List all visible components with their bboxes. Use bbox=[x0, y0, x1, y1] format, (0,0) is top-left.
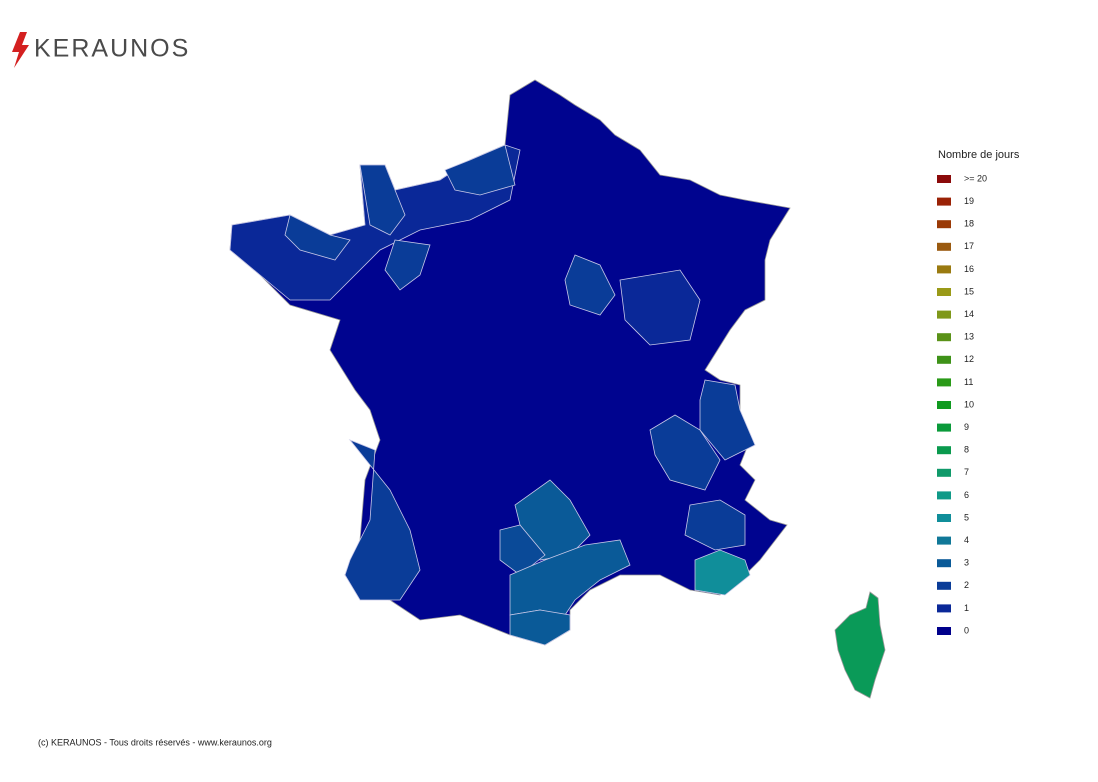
region bbox=[284, 214, 351, 261]
legend-title: Nombre de jours bbox=[938, 149, 1020, 161]
legend-label: 5 bbox=[964, 512, 969, 522]
legend-swatch bbox=[937, 197, 951, 206]
legend-swatch bbox=[937, 310, 951, 319]
legend-label: 4 bbox=[964, 535, 969, 545]
legend-swatch bbox=[937, 514, 951, 522]
region bbox=[684, 499, 746, 551]
legend-swatch bbox=[937, 604, 951, 613]
legend-swatch bbox=[937, 175, 951, 183]
legend-swatch bbox=[937, 627, 951, 635]
legend-label: 7 bbox=[964, 467, 969, 477]
legend-label: 15 bbox=[964, 286, 974, 296]
legend-label: >= 20 bbox=[964, 173, 987, 183]
logo-bolt bbox=[12, 32, 29, 68]
legend: Nombre de jours >= 201918171615141312111… bbox=[937, 149, 1020, 635]
legend-label: 0 bbox=[964, 625, 969, 635]
legend-label: 16 bbox=[964, 264, 974, 274]
legend-swatch bbox=[937, 242, 951, 251]
legend-label: 1 bbox=[964, 603, 969, 613]
logo: KERAUNOS bbox=[12, 32, 190, 68]
region bbox=[444, 144, 516, 196]
legend-swatch bbox=[937, 468, 951, 477]
legend-label: 19 bbox=[964, 196, 974, 206]
legend-label: 6 bbox=[964, 490, 969, 500]
corsica bbox=[834, 591, 886, 699]
legend-swatch bbox=[937, 288, 951, 296]
legend-swatch bbox=[937, 401, 951, 409]
region bbox=[564, 254, 616, 316]
region bbox=[384, 239, 431, 291]
region bbox=[619, 269, 701, 346]
region bbox=[649, 414, 721, 491]
region bbox=[699, 379, 756, 461]
legend-swatch bbox=[937, 423, 951, 432]
legend-label: 17 bbox=[964, 241, 974, 251]
legend-swatch bbox=[937, 559, 951, 568]
legend-label: 2 bbox=[964, 580, 969, 590]
france-map bbox=[229, 79, 886, 699]
legend-label: 11 bbox=[964, 377, 973, 387]
legend-label: 10 bbox=[964, 399, 974, 409]
legend-label: 8 bbox=[964, 445, 969, 455]
legend-swatch bbox=[937, 355, 951, 364]
legend-swatch bbox=[937, 491, 951, 500]
region bbox=[694, 549, 751, 596]
legend-label: 12 bbox=[964, 354, 974, 364]
legend-label: 9 bbox=[964, 422, 969, 432]
legend-label: 3 bbox=[964, 558, 969, 568]
legend-swatch bbox=[937, 378, 951, 387]
footer-copyright: (c) KERAUNOS - Tous droits réservés - ww… bbox=[38, 737, 272, 747]
legend-swatch bbox=[937, 220, 951, 229]
legend-label: 18 bbox=[964, 219, 974, 229]
legend-swatch bbox=[937, 536, 951, 545]
legend-swatch bbox=[937, 333, 951, 342]
legend-swatch bbox=[937, 265, 951, 274]
region bbox=[359, 164, 406, 236]
legend-label: 13 bbox=[964, 332, 974, 342]
legend-label: 14 bbox=[964, 309, 974, 319]
region bbox=[344, 439, 421, 601]
legend-swatch bbox=[937, 581, 951, 590]
region bbox=[509, 609, 571, 646]
logo-text: KERAUNOS bbox=[34, 35, 190, 63]
legend-swatch bbox=[937, 446, 951, 455]
